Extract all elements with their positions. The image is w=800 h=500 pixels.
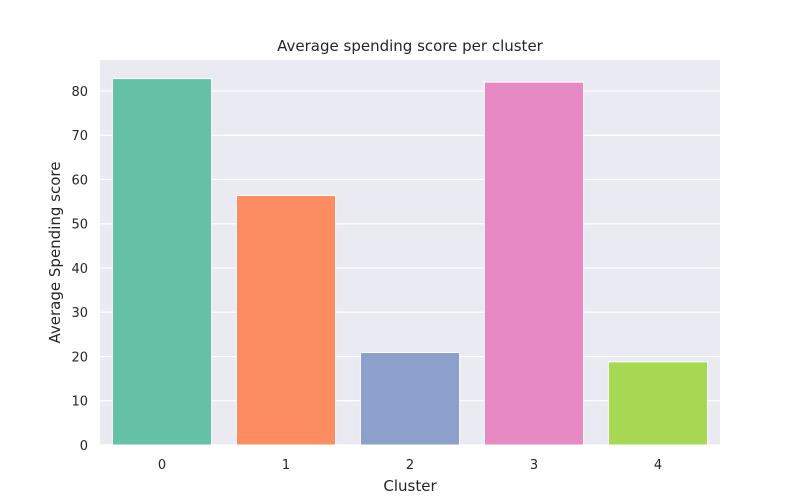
x-axis-ticks: 0 1 2 3 4: [158, 458, 662, 473]
y-tick-label: 60: [71, 173, 88, 188]
x-tick-label: 0: [158, 458, 166, 473]
y-tick-label: 30: [71, 306, 88, 321]
y-tick-label: 0: [80, 439, 88, 454]
x-tick-label: 3: [530, 458, 538, 473]
bar-cluster-0: [111, 78, 213, 446]
y-axis-label: Average Spending score: [46, 162, 64, 344]
bar-cluster-3: [483, 81, 585, 446]
bar-cluster-4: [607, 361, 709, 446]
bar-cluster-2: [359, 352, 461, 446]
x-axis-label: Cluster: [383, 477, 437, 495]
y-axis-ticks: 0 10 20 30 40 50 60 70 80: [71, 85, 88, 454]
y-tick-label: 50: [71, 218, 88, 233]
y-tick-label: 10: [71, 395, 88, 410]
x-tick-label: 4: [654, 458, 662, 473]
y-tick-label: 40: [71, 262, 88, 277]
y-tick-label: 20: [71, 350, 88, 365]
bar-cluster-1: [235, 194, 337, 446]
y-tick-label: 70: [71, 129, 88, 144]
y-tick-label: 80: [71, 85, 88, 100]
chart-title: Average spending score per cluster: [277, 37, 544, 55]
bars: [111, 78, 709, 446]
x-tick-label: 1: [282, 458, 290, 473]
x-tick-label: 2: [406, 458, 414, 473]
